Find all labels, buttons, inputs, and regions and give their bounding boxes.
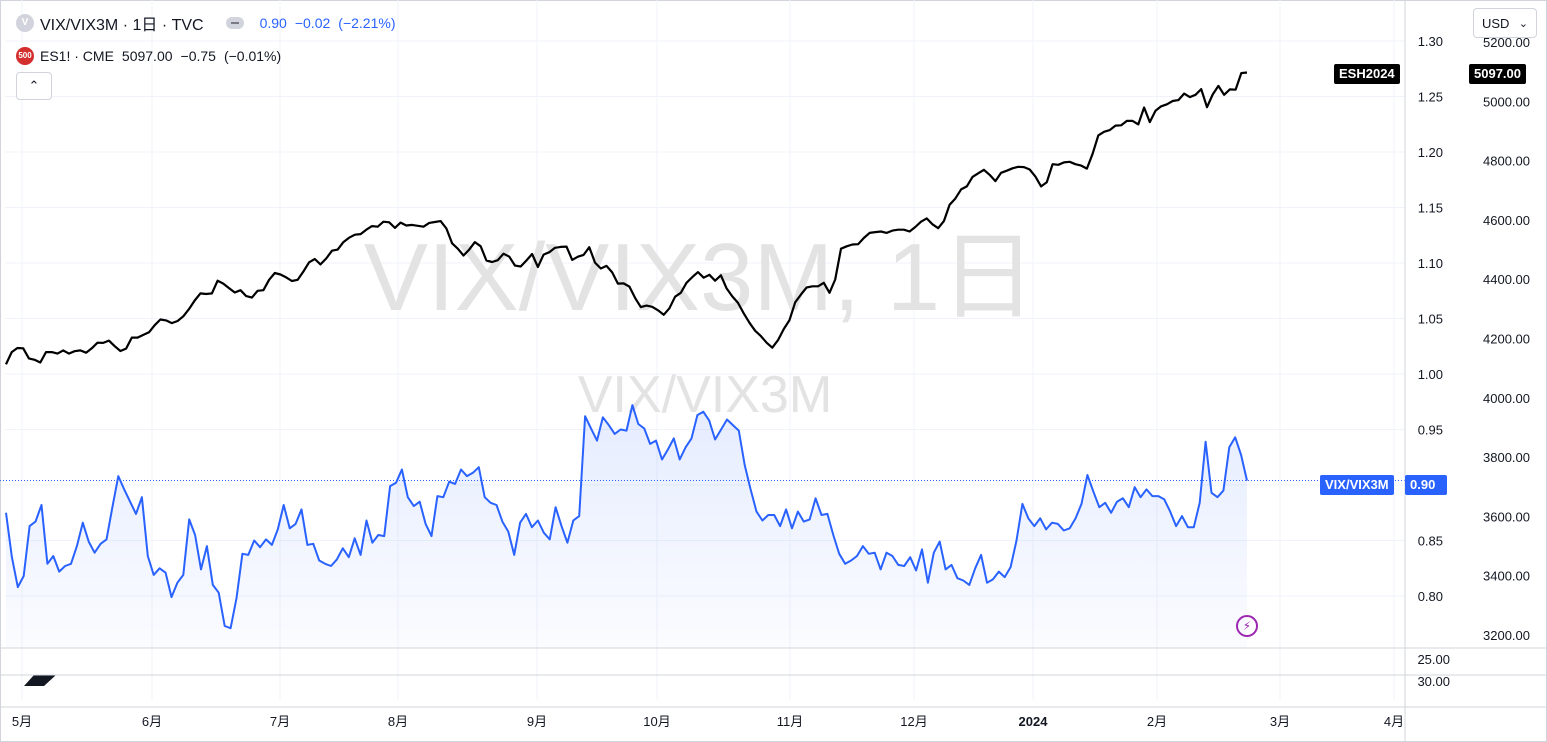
lightning-bolt-icon[interactable]: ⚡ [1236,615,1258,637]
price-tick-label: 4200.00 [1483,332,1530,347]
ratio-tick-label: 1.15 [1418,201,1443,216]
lower-pane [24,675,56,686]
lower-pane-tick-label: 25.00 [1417,652,1450,667]
currency-label: USD [1482,16,1510,31]
overlay-change-percent: (−0.01%) [223,48,282,64]
lower-pane-glyph [24,675,56,686]
vix-area [6,405,1247,648]
last-value: 0.90 [259,15,287,31]
ratio-tick-label: 1.05 [1418,312,1443,327]
overlay-badge: 500 [16,47,34,65]
series-line-es [5,71,1248,365]
ratio-tick-label: 0.95 [1418,423,1443,438]
overlay-symbol-legend[interactable]: 500 ES1! · CME 5097.00 −0.75 (−0.01%) [16,45,289,67]
price-tick-label: 5000.00 [1483,94,1530,109]
collapse-legend-button[interactable]: ⌃ [16,72,52,100]
time-tick-label: 2024 [1019,714,1049,729]
price-tick-label: 3200.00 [1483,628,1530,643]
symbol-title[interactable]: VIX/VIX3M · 1日 · TVC [40,17,204,34]
time-tick-label: 3月 [1270,714,1290,729]
price-tick-label: 4400.00 [1483,272,1530,287]
chevron-up-icon: ⌃ [28,78,40,93]
time-tick-label: 5月 [12,714,32,729]
time-tick-label: 12月 [900,714,927,729]
chevron-down-icon: ⌄ [1518,18,1528,30]
ratio-tick-label: 1.00 [1418,367,1443,382]
main-symbol-legend[interactable]: V VIX/VIX3M · 1日 · TVC 0.90 −0.02 (−2.21… [16,11,403,35]
ratio-tick-label: 1.25 [1418,90,1443,105]
ratio-tick-label: 0.85 [1418,534,1443,549]
price-tick-label: 4600.00 [1483,213,1530,228]
price-tick-label: 5200.00 [1483,35,1530,50]
price-tick-label: 4800.00 [1483,154,1530,169]
main-value-tag: 0.90 [1405,475,1447,495]
time-tick-label: 7月 [270,714,290,729]
time-tick-label: 8月 [388,714,408,729]
ratio-tick-label: 1.20 [1418,145,1443,160]
currency-selector[interactable]: USD ⌄ [1473,8,1537,38]
time-tick-label: 4月 [1384,714,1404,729]
time-tick-label: 11月 [777,714,804,729]
change-value: −0.02 [294,15,331,31]
change-percent: (−2.21%) [338,15,396,31]
price-tick-label: 3400.00 [1483,569,1530,584]
overlay-series-tag: ESH2024 [1334,64,1400,84]
overlay-price-tag: 5097.00 [1469,64,1526,84]
lower-pane-tick-label: 30.00 [1417,674,1450,689]
price-tick-label: 4000.00 [1483,391,1530,406]
overlay-name[interactable]: ES1! · CME [40,48,114,64]
series-layer [0,71,1405,648]
ratio-tick-label: 1.30 [1418,34,1443,49]
overlay-change: −0.75 [180,48,216,64]
ratio-tick-label: 1.10 [1418,256,1443,271]
legend-toggle-icon[interactable] [225,17,244,29]
time-tick-label: 9月 [527,714,547,729]
time-tick-label: 6月 [142,714,162,729]
time-tick-label: 2月 [1147,714,1167,729]
overlay-last: 5097.00 [121,48,173,64]
symbol-badge: V [16,14,34,32]
price-tick-label: 3600.00 [1483,509,1530,524]
ratio-tick-label: 0.80 [1418,589,1443,604]
time-tick-label: 10月 [643,714,670,729]
price-tick-label: 3800.00 [1483,450,1530,465]
series-line-vix [5,404,1248,630]
main-series-tag: VIX/VIX3M [1320,475,1394,495]
watermark-main: VIX/VIX3M, 1日 [364,224,1036,331]
